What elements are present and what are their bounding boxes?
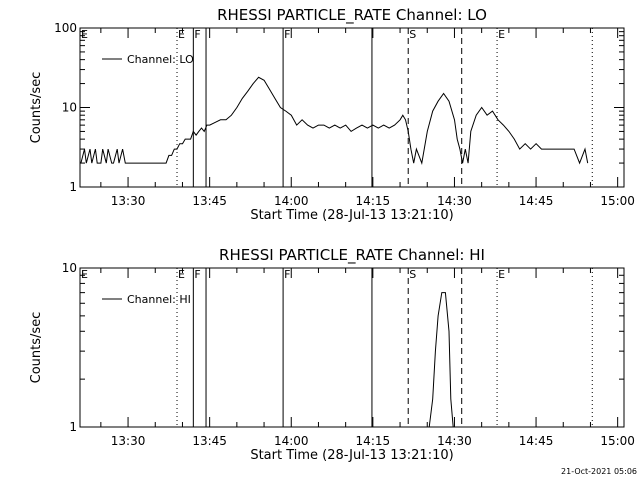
chart-panel-2: RHESSI PARTICLE_RATE Channel: HI Counts/s…: [29, 246, 635, 463]
x-axis-label: Start Time (28-Jul-13 13:21:10): [250, 208, 453, 223]
y-tick-label: 1: [69, 180, 77, 194]
chart-title: RHESSI PARTICLE_RATE Channel: LO: [217, 6, 487, 25]
event-marker-label: E: [498, 268, 505, 281]
event-marker-label: E: [81, 268, 88, 281]
x-tick-label: 13:30: [111, 434, 146, 448]
x-axis-label: Start Time (28-Jul-13 13:21:10): [250, 448, 453, 463]
x-tick-label: 14:15: [356, 194, 391, 208]
event-marker-label: F: [194, 268, 200, 281]
x-tick-label: 15:00: [600, 194, 635, 208]
x-tick-label: 14:30: [437, 434, 472, 448]
y-tick-label: 10: [62, 101, 77, 115]
x-tick-label: 14:30: [437, 194, 472, 208]
plot-frame: [79, 267, 625, 428]
legend-label: Channel: LO: [127, 53, 194, 66]
event-marker-label: E: [81, 28, 88, 41]
footer-timestamp: 21-Oct-2021 05:06: [561, 467, 637, 476]
x-tick-label: 13:30: [111, 194, 146, 208]
y-tick-label: 1: [69, 420, 77, 434]
x-tick-label: 14:00: [274, 434, 309, 448]
y-tick-label: 10: [62, 261, 77, 275]
x-tick-label: 14:00: [274, 194, 309, 208]
y-axis-label: Counts/sec: [29, 72, 44, 144]
event-marker-label: F: [194, 28, 200, 41]
event-marker-label: S: [409, 28, 416, 41]
x-tick-label: 14:45: [519, 194, 554, 208]
chart-panel-1: RHESSI PARTICLE_RATE Channel: LO Counts/s…: [29, 6, 635, 223]
x-tick-label: 13:45: [192, 194, 227, 208]
x-tick-label: 14:15: [356, 434, 391, 448]
y-tick-label: 100: [54, 21, 77, 35]
legend-label: Channel: HI: [127, 293, 191, 306]
event-marker-label: E: [498, 28, 505, 41]
x-tick-label: 14:45: [519, 434, 554, 448]
series-line: [428, 292, 454, 427]
event-marker-label: F: [284, 268, 290, 281]
x-tick-label: 15:00: [600, 434, 635, 448]
event-marker-label: S: [409, 268, 416, 281]
x-tick-label: 13:45: [192, 434, 227, 448]
series-line: [80, 76, 589, 165]
event-marker-label: F: [284, 28, 290, 41]
event-marker-label: E: [178, 268, 185, 281]
event-marker-label: E: [178, 28, 185, 41]
chart-title: RHESSI PARTICLE_RATE Channel: HI: [219, 246, 485, 265]
y-axis-label: Counts/sec: [29, 312, 44, 384]
